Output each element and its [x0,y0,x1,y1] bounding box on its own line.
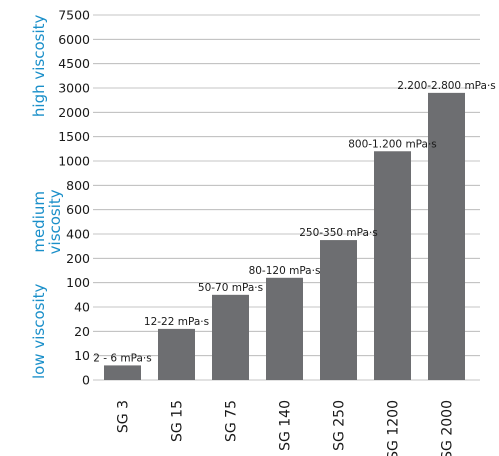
y-tick-label: 200 [66,251,90,266]
bar [212,294,249,380]
y-tick-label: 40 [74,300,90,315]
bar-layer [104,92,465,380]
bar-data-label: 80-120 mPa·s [249,265,321,277]
y-tick-label: 600 [66,202,90,217]
y-tick-label: 100 [66,275,90,290]
bar-data-label: 12-22 mPa·s [144,316,209,328]
bar [266,277,303,380]
y-tick-label: 3000 [58,81,90,96]
category-label: SG 75 [224,400,240,442]
category-label: SG 250 [332,400,348,451]
category-label: SG 3 [116,400,132,433]
bar-data-label: 800-1.200 mPa·s [348,138,437,150]
bar [320,240,357,380]
category-label: SG 140 [278,400,294,451]
viscosity-band-label: medium [30,191,48,253]
y-tick-label: 1000 [58,154,90,169]
viscosity-band-label: low viscosity [30,284,48,380]
bar [104,365,141,380]
bar [158,328,195,380]
y-tick-label: 4500 [58,56,90,71]
y-tick-label: 800 [66,178,90,193]
y-tick-label: 0 [82,373,90,388]
category-label: SG 2000 [440,400,456,456]
y-tick-label: 400 [66,227,90,242]
viscosity-band-label: high viscosity [30,14,48,117]
bar-data-label: 2.200-2.800 mPa·s [397,80,496,92]
viscosity-band-label: viscosity [46,189,64,254]
y-tick-label: 1500 [58,129,90,144]
y-tick-label: 7500 [58,8,90,23]
bar [374,151,411,380]
category-label: SG 15 [170,400,186,442]
bar-data-label: 2 - 6 mPa·s [93,352,152,364]
category-label: SG 1200 [386,400,402,456]
y-tick-label: 10 [74,348,90,363]
bar-data-label: 250-350 mPa·s [299,227,378,239]
bar-data-label: 50-70 mPa·s [198,282,263,294]
bar [428,92,465,380]
y-tick-label: 20 [74,324,90,339]
label-layer: 0 10 20 40 100 200 400 600 800 1000 1500 2000 3000 45… [58,8,496,456]
y-tick-label: 6000 [58,32,90,47]
y-tick-label: 2000 [58,105,90,120]
